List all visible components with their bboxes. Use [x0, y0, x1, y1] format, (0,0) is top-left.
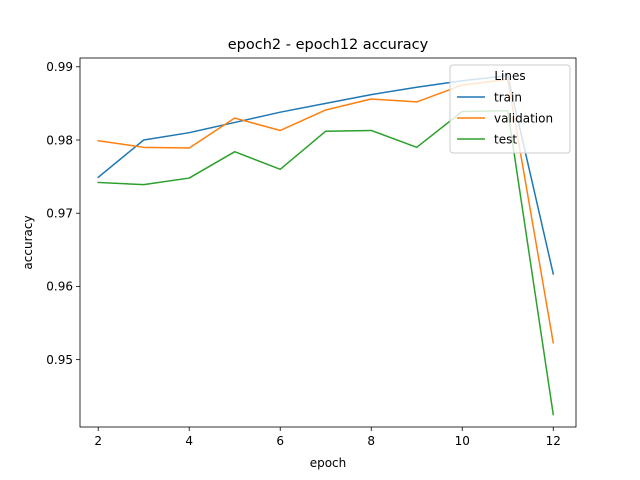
- y-axis-ticks: 0.95 0.96 0.97 0.98 0.99: [46, 60, 80, 367]
- y-tick-label: 0.95: [46, 353, 73, 367]
- x-tick-label: 2: [94, 434, 102, 448]
- plot-frame: [79, 57, 577, 428]
- legend-box: [449, 64, 571, 154]
- legend-title: Lines: [494, 69, 525, 83]
- legend-items: train validation test: [457, 90, 553, 146]
- y-axis-label: accuracy: [21, 215, 35, 269]
- legend-label-test: test: [494, 132, 517, 146]
- x-axis-ticks: 2 4 6 8 10 12: [94, 427, 561, 448]
- legend-label-train: train: [494, 90, 522, 104]
- x-tick-label: 12: [546, 434, 561, 448]
- y-tick-label: 0.99: [46, 60, 73, 74]
- y-tick-label: 0.96: [46, 280, 73, 294]
- chart-title: epoch2 - epoch12 accuracy: [228, 37, 429, 53]
- x-tick-label: 8: [367, 434, 375, 448]
- legend-label-validation: validation: [494, 111, 553, 125]
- x-tick-label: 6: [276, 434, 284, 448]
- y-tick-label: 0.97: [46, 207, 73, 221]
- x-axis-label: epoch: [310, 456, 347, 470]
- y-tick-label: 0.98: [46, 133, 73, 147]
- legend: Lines train validation test: [449, 64, 571, 154]
- x-tick-label: 4: [185, 434, 193, 448]
- x-tick-label: 10: [455, 434, 470, 448]
